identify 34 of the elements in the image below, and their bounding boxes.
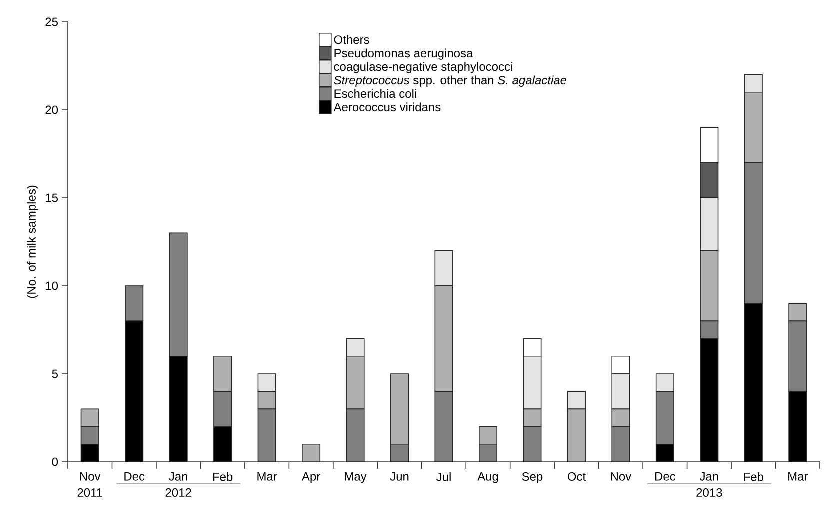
x-tick-label: Nov	[80, 472, 101, 481]
text: 2013	[696, 488, 722, 498]
legend-label: Pseudomonas aeruginosa	[334, 48, 474, 60]
y-axis-title: (No. of milk samples)	[27, 186, 38, 298]
legend-label: Others	[334, 35, 370, 44]
x-tick-label: Dec	[124, 472, 145, 481]
x-tick-label: Jun	[390, 472, 409, 481]
x-tick-label: Oct	[568, 472, 586, 481]
legend-label: Streptococcus spp. other than S. agalactiae	[334, 76, 567, 87]
x-tick-label: Mar	[258, 472, 278, 481]
bar	[302, 444, 321, 462]
x-tick-label: Jan	[700, 472, 718, 481]
legend-label: Escherichia coli	[334, 89, 416, 98]
x-tick-label: Jan	[169, 472, 188, 481]
text: 2011	[78, 488, 102, 498]
x-tick-label: Apr	[302, 472, 320, 484]
x-tick-label: Jul	[436, 472, 451, 482]
x-tick-label: Feb	[213, 472, 233, 482]
x-tick-label: Mar	[788, 472, 808, 481]
legend-label: Aerococcus viridans	[334, 102, 441, 112]
x-tick-label: Feb	[744, 472, 764, 482]
x-tick-label: Nov	[611, 472, 632, 481]
y-tick-label: 0	[52, 458, 58, 466]
y-tick-label: 15	[46, 194, 58, 202]
text: 2012	[166, 488, 192, 498]
legend-label: coagulase-negative staphylococci	[334, 62, 512, 74]
y-tick-label: 5	[52, 370, 58, 378]
y-tick-label: 25	[46, 18, 58, 26]
x-tick-label: Dec	[655, 472, 676, 481]
x-tick-label: May	[345, 472, 367, 484]
x-tick-label: Sep	[522, 472, 543, 484]
x-tick-label: Aug	[478, 472, 498, 484]
y-tick-label: 20	[46, 106, 58, 114]
y-tick-label: 10	[46, 282, 58, 290]
